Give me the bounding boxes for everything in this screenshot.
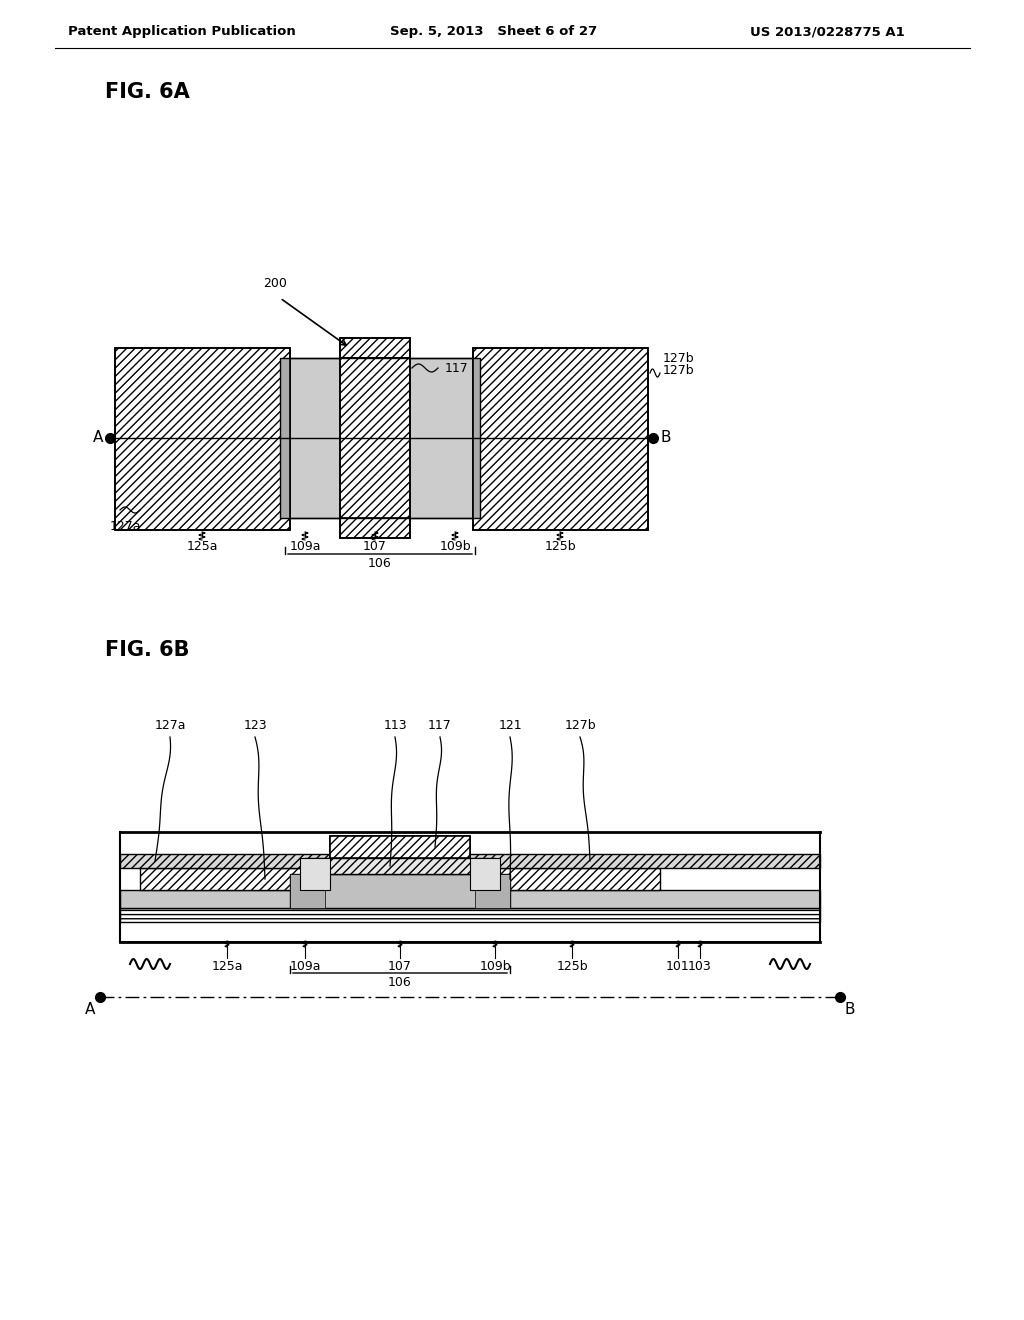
Text: A: A [92, 430, 103, 446]
Text: 127a: 127a [110, 520, 141, 533]
Text: B: B [660, 430, 671, 446]
Text: 117: 117 [445, 362, 469, 375]
Bar [340, 338, 410, 358]
Text: 106: 106 [368, 557, 392, 570]
Text: FIG. 6A: FIG. 6A [105, 82, 189, 102]
Text: 125a: 125a [211, 960, 243, 973]
Bar [475, 874, 510, 908]
Text: 125b: 125b [556, 960, 588, 973]
Bar [290, 874, 325, 908]
Text: 125b: 125b [544, 540, 575, 553]
Bar [280, 358, 290, 517]
Bar [330, 836, 470, 858]
Text: 107: 107 [388, 960, 412, 973]
Text: Sep. 5, 2013   Sheet 6 of 27: Sep. 5, 2013 Sheet 6 of 27 [390, 25, 597, 38]
Text: 103: 103 [688, 960, 712, 973]
Bar [473, 348, 648, 531]
Text: 127b: 127b [564, 719, 596, 733]
Bar [340, 338, 410, 539]
Text: 117: 117 [428, 719, 452, 733]
Bar [473, 348, 648, 531]
Bar [305, 858, 495, 874]
Text: 125a: 125a [186, 540, 218, 553]
Bar [120, 854, 820, 869]
Text: 121: 121 [499, 719, 522, 733]
Text: 127a: 127a [155, 719, 185, 733]
Text: Patent Application Publication: Patent Application Publication [68, 25, 296, 38]
Bar [115, 348, 290, 531]
Text: 101: 101 [667, 960, 690, 973]
Text: 113: 113 [383, 719, 407, 733]
Bar [470, 858, 500, 890]
Text: 109a: 109a [289, 960, 321, 973]
Bar [340, 358, 410, 517]
Text: 123: 123 [243, 719, 267, 733]
Bar [280, 358, 480, 517]
Bar [340, 517, 410, 539]
Text: FIG. 6B: FIG. 6B [105, 640, 189, 660]
Text: 200: 200 [263, 277, 287, 290]
Bar [473, 358, 480, 517]
Bar [300, 858, 330, 890]
Bar [140, 869, 315, 890]
Bar [280, 358, 480, 517]
Text: 106: 106 [388, 975, 412, 989]
Bar [120, 908, 820, 921]
Bar [120, 890, 820, 908]
Text: B: B [845, 1002, 855, 1016]
Bar [485, 869, 660, 890]
Bar [115, 348, 290, 531]
Bar [330, 836, 470, 858]
Text: US 2013/0228775 A1: US 2013/0228775 A1 [750, 25, 905, 38]
Bar [120, 921, 820, 942]
Text: 109a: 109a [289, 540, 321, 553]
Text: 127b: 127b [663, 363, 694, 376]
Text: 127b: 127b [663, 351, 694, 364]
Text: 107: 107 [364, 540, 387, 553]
Bar [290, 874, 510, 908]
Text: 109b: 109b [479, 960, 511, 973]
Text: A: A [85, 1002, 95, 1016]
Text: 109b: 109b [439, 540, 471, 553]
